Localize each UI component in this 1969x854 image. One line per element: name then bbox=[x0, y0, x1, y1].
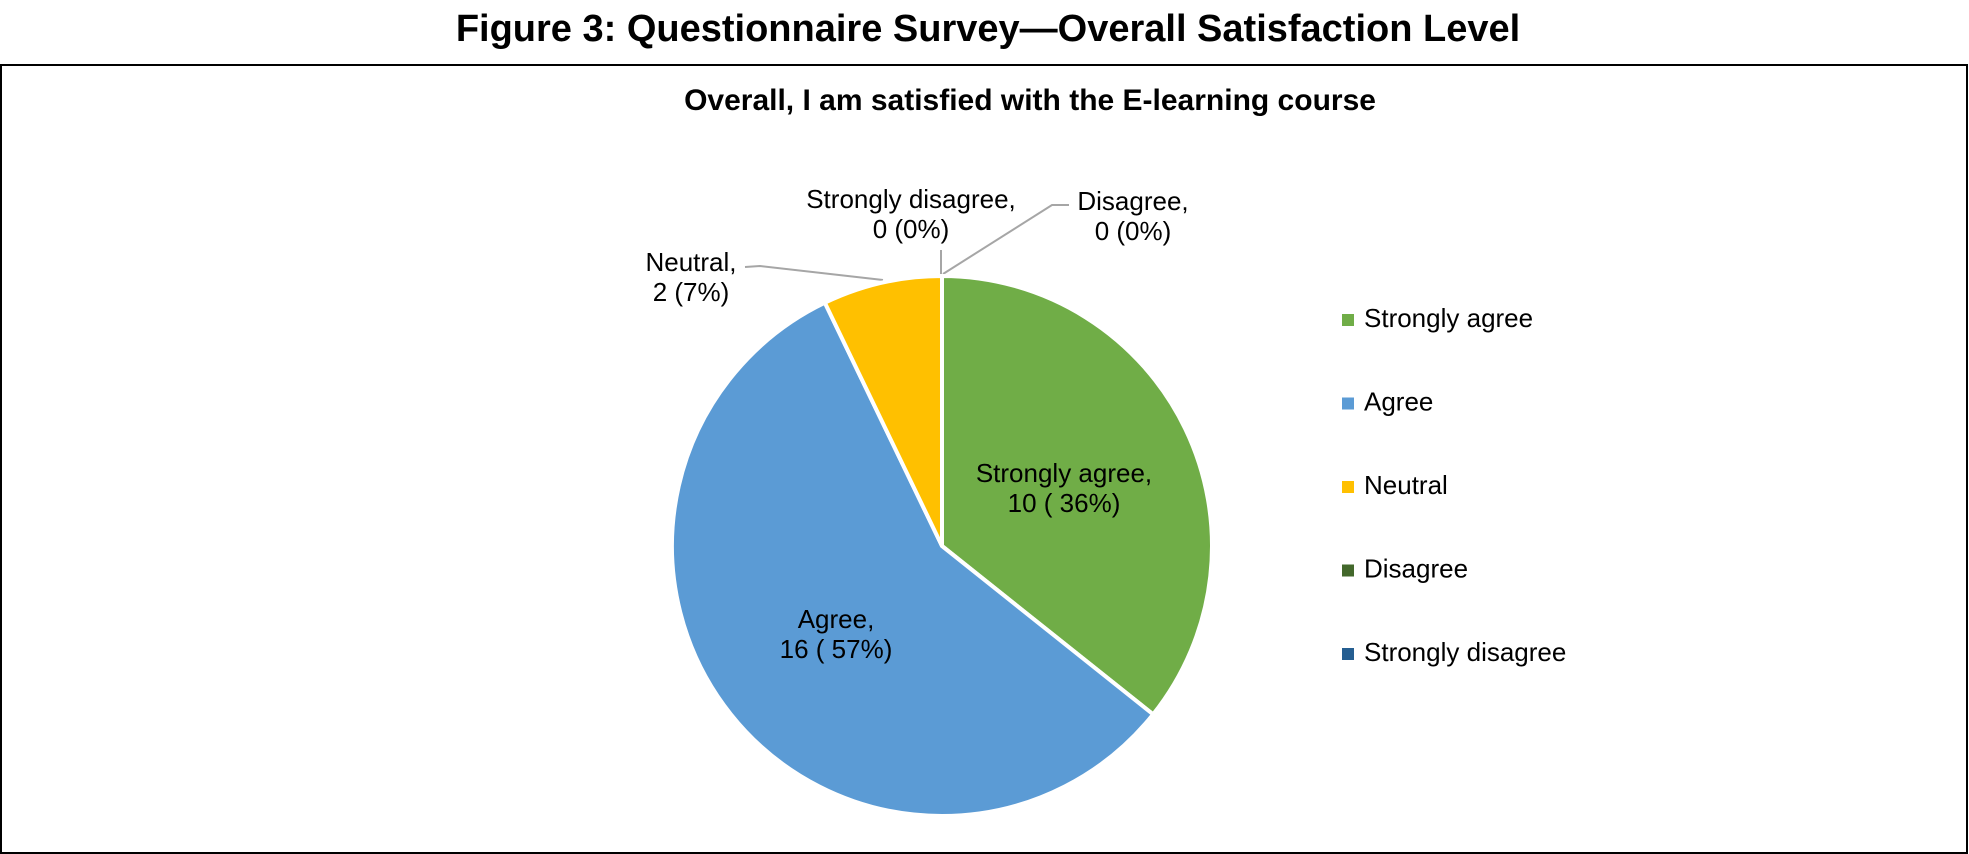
pie-slice bbox=[670, 300, 1156, 818]
data-label: Strongly disagree, 0 (0%) bbox=[806, 184, 1016, 244]
legend-label: Strongly disagree bbox=[1364, 637, 1566, 667]
legend-label: Disagree bbox=[1364, 553, 1468, 583]
legend-label: Strongly agree bbox=[1364, 303, 1533, 333]
data-label: Agree, 16 ( 57%) bbox=[780, 604, 893, 664]
legend-label: Agree bbox=[1364, 386, 1433, 416]
leader-line bbox=[942, 204, 1069, 275]
legend-swatch bbox=[1342, 648, 1354, 660]
legend-swatch bbox=[1342, 397, 1354, 410]
data-label: Neutral, 2 (7%) bbox=[645, 247, 736, 307]
data-label: Strongly agree, 10 ( 36%) bbox=[976, 458, 1152, 518]
pie-slice bbox=[822, 274, 944, 548]
legend-label: Neutral bbox=[1364, 470, 1448, 500]
chart-title: Overall, I am satisfied with the E-learn… bbox=[684, 84, 1376, 117]
figure-title: Figure 3: Questionnaire Survey—Overall S… bbox=[456, 8, 1520, 50]
legend-swatch bbox=[1342, 481, 1354, 493]
pie-slice bbox=[940, 274, 1214, 717]
legend-swatch bbox=[1342, 314, 1354, 326]
data-label: Disagree, 0 (0%) bbox=[1077, 186, 1188, 246]
leader-line bbox=[744, 264, 884, 281]
legend-swatch bbox=[1342, 564, 1354, 577]
